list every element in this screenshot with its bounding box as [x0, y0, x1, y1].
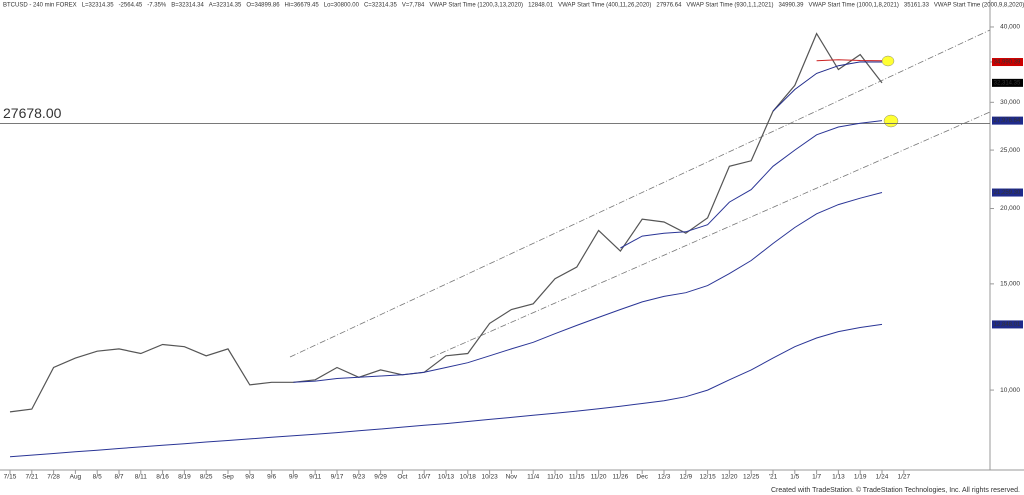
x-tick-label: '21 [769, 474, 778, 481]
header-item: Hi=36679.45 [285, 3, 320, 9]
x-tick-label: 11/26 [613, 474, 629, 481]
header-item: 35161.33 [904, 3, 930, 9]
x-tick-label: 11/4 [527, 474, 540, 481]
series-line [772, 61, 883, 112]
x-tick-label: 10/13 [438, 474, 455, 481]
header-item: -7.35% [147, 3, 167, 9]
footer: Created with TradeStation. © TradeStatio… [771, 486, 1020, 494]
header-item: B=32314.34 [171, 3, 204, 9]
x-tick-label: 8/5 [93, 474, 102, 481]
x-tick-label: 1/7 [812, 474, 821, 481]
axis-marker-label: 12,848.01 [994, 322, 1021, 328]
header-item: VWAP Start Time (1200,3,13,2020) [429, 3, 523, 9]
x-tick-label: 1/27 [897, 474, 910, 481]
x-tick-label: 9/9 [289, 474, 298, 481]
x-tick-label: 1/24 [876, 474, 889, 481]
series-line [9, 323, 883, 458]
x-tick-label: 11/20 [591, 474, 607, 481]
x-tick-label: 10/23 [481, 474, 498, 481]
trendline [289, 29, 991, 358]
x-tick-label: 9/3 [245, 474, 254, 481]
level-label: 27678.00 [3, 105, 62, 121]
x-tick-label: 9/23 [352, 474, 365, 481]
x-tick-label: 9/29 [374, 474, 387, 481]
x-tick-label: 7/21 [25, 474, 38, 481]
y-tick-label: 25,000 [1000, 147, 1020, 154]
x-tick-label: 1/19 [854, 474, 867, 481]
y-tick-label: 20,000 [1000, 205, 1020, 212]
x-tick-label: 10/7 [418, 474, 431, 481]
x-tick-label: Aug [70, 474, 82, 481]
axis-marker [992, 78, 1023, 87]
x-tick-label: Nov [506, 474, 518, 481]
highlight-circle [883, 114, 899, 128]
x-tick-label: Oct [397, 474, 407, 481]
header-item: 27976.64 [656, 3, 682, 9]
x-tick-label: 8/25 [200, 474, 213, 481]
x-tick-label: 12/15 [699, 474, 716, 481]
x-tick-label: 9/11 [309, 474, 322, 481]
x-tick-label: 8/7 [114, 474, 123, 481]
series-line [293, 192, 883, 383]
header-item: -2564.45 [119, 3, 143, 9]
axis-marker [992, 188, 1023, 197]
x-tick-label: 10/18 [460, 474, 477, 481]
header-item: BTCUSD - 240 min FOREX [3, 3, 77, 9]
y-tick-label: 40,000 [1000, 24, 1020, 31]
x-tick-label: 7/15 [4, 474, 17, 481]
y-tick-label: 30,000 [1000, 99, 1020, 106]
y-tick-label: 15,000 [1000, 281, 1020, 288]
x-tick-label: 11/15 [569, 474, 585, 481]
header-item: Lo=30800.00 [324, 3, 360, 9]
axis-marker-label: 21,259.30 [994, 190, 1021, 196]
x-tick-label: 11/10 [547, 474, 563, 481]
x-tick-label: 1/13 [832, 474, 845, 481]
axis-marker-label: 32,314.35 [994, 80, 1021, 86]
x-tick-label: 7/28 [47, 474, 60, 481]
y-tick-label: 10,000 [1000, 387, 1020, 394]
axis-marker-label: 27,976.64 [994, 118, 1021, 124]
axis-marker [992, 116, 1023, 125]
header-item: V=7,784 [402, 3, 425, 9]
series-line [9, 32, 883, 413]
x-tick-label: 8/16 [156, 474, 169, 481]
header-item: 34990.39 [778, 3, 804, 9]
axis-marker-label: 34,990.39 [994, 60, 1021, 66]
header-item: O=34899.86 [246, 3, 280, 9]
x-tick-label: 9/6 [267, 474, 276, 481]
x-tick-label: 12/3 [658, 474, 671, 481]
x-tick-label: 8/11 [135, 474, 148, 481]
x-tick-label: 1/5 [790, 474, 799, 481]
x-tick-label: 12/9 [679, 474, 692, 481]
x-tick-label: 12/20 [721, 474, 738, 481]
trendline [429, 111, 991, 359]
series-line [816, 59, 883, 62]
header-item: VWAP Start Time (2000,9,8,2020) [934, 3, 1024, 9]
header-item: VWAP Start Time (400,11,26,2020) [558, 3, 651, 9]
highlight-circle [881, 55, 895, 67]
header-item: 12848.01 [528, 3, 554, 9]
x-tick-label: Dec [636, 474, 648, 481]
x-tick-label: 12/25 [743, 474, 760, 481]
axis-marker [992, 58, 1023, 67]
x-tick-label: Sep [222, 474, 234, 481]
header-item: VWAP Start Time (930,1,1,2021) [686, 3, 773, 9]
header-item: A=32314.35 [209, 3, 242, 9]
header-item: C=32314.35 [364, 3, 398, 9]
header-item: L=32314.35 [82, 3, 115, 9]
x-tick-label: 8/19 [178, 474, 191, 481]
series-line [620, 120, 883, 249]
axis-marker [992, 320, 1023, 329]
header-item: VWAP Start Time (1000,1,8,2021) [808, 3, 898, 9]
x-tick-label: 9/17 [331, 474, 344, 481]
